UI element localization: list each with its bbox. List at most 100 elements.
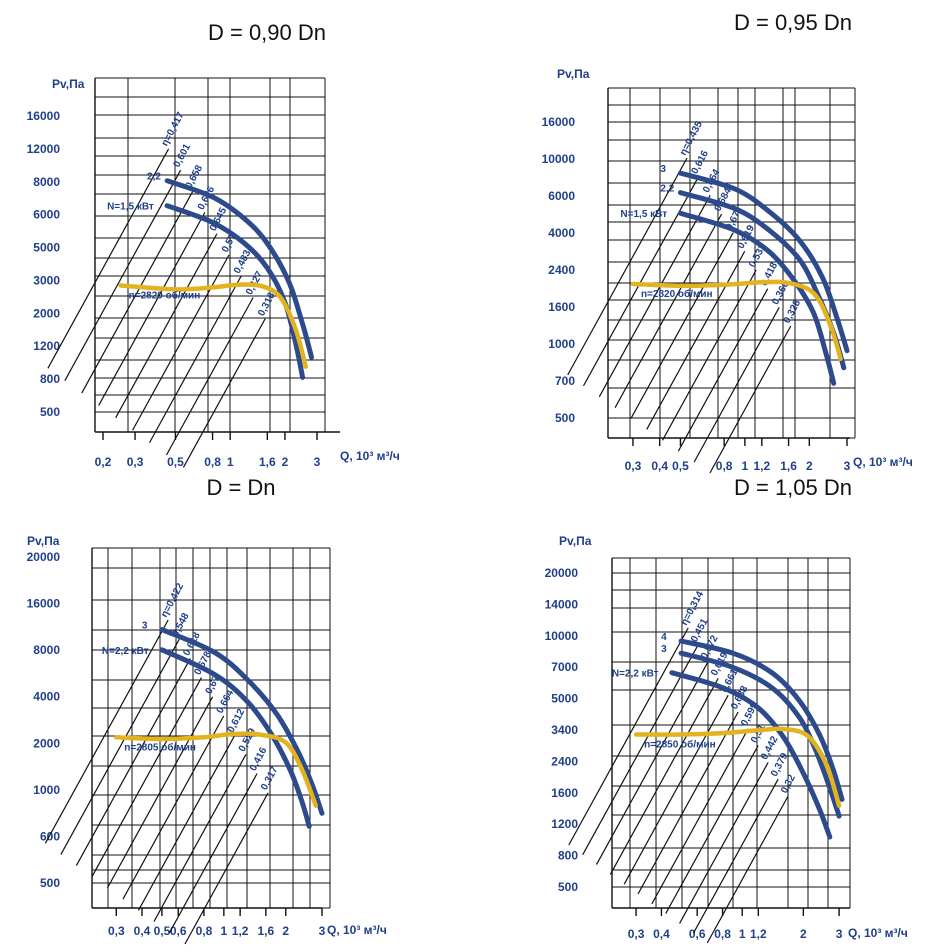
power-label: N=1,5 кВт — [620, 209, 667, 220]
y-tick-label: 16000 — [27, 109, 61, 123]
x-tick-label: 2 — [282, 455, 289, 469]
x-axis-label: Q, 10³ м³/ч — [853, 455, 913, 469]
efficiency-line — [182, 318, 266, 468]
x-tick-label: 0,4 — [134, 924, 151, 938]
x-axis-label: Q, 10³ м³/ч — [848, 926, 908, 940]
efficiency-line — [64, 169, 182, 381]
chart-panel-3: D = Dn 20000 16000 8000 4000 2000 1000 600 500 0,… — [27, 475, 387, 945]
power-curve — [669, 670, 833, 840]
y-tick-label: 4000 — [33, 690, 60, 704]
chart-panel-4: D = 1,05 Dn20000140001000070005000340024… — [545, 475, 908, 944]
y-tick-label: 6000 — [548, 189, 575, 203]
power-curve — [159, 647, 312, 829]
y-tick-label: 2400 — [551, 754, 578, 768]
x-tick-label: 0,3 — [628, 927, 645, 941]
efficiency-line — [637, 711, 739, 895]
x-axis-label: Q, 10³ м³/ч — [340, 449, 400, 463]
chart-title: D = 1,05 Dn — [734, 475, 852, 500]
efficiency-label: 0,529 — [237, 726, 259, 754]
efficiency-line — [595, 661, 709, 865]
y-tick-label: 14000 — [545, 597, 579, 611]
chart-panel-2: D = 0,95 Dn 16000 10000 6000 4000 2400 1600 100… — [542, 10, 913, 474]
x-tick-label: 1 — [227, 455, 234, 469]
x-tick-label: 0,6 — [170, 924, 187, 938]
power-label: 3 — [142, 621, 148, 632]
y-tick-label: 800 — [40, 372, 60, 386]
x-tick-label: 0,4 — [651, 459, 668, 473]
y-tick-label: 2400 — [548, 263, 575, 277]
y-tick-label: 600 — [40, 829, 60, 843]
y-tick-label: 3400 — [551, 723, 578, 737]
efficiency-line — [60, 638, 180, 855]
x-tick-label: 1,2 — [750, 927, 767, 941]
efficiency-line — [567, 157, 688, 376]
speed-curve — [630, 279, 843, 362]
x-tick-label: 2 — [806, 459, 813, 473]
chart-title: D = 0,90 Dn — [208, 20, 326, 45]
x-tick-label: 1,6 — [257, 924, 274, 938]
y-tick-label: 16000 — [542, 115, 576, 129]
speed-curve — [114, 731, 319, 808]
y-tick-label: 2000 — [33, 736, 60, 750]
y-tick-label: 12000 — [27, 142, 61, 156]
y-tick-label: 8000 — [33, 175, 60, 189]
y-tick-label: 8000 — [33, 643, 60, 657]
power-label: N=2,2 кВт — [612, 669, 659, 680]
y-tick-label: 700 — [555, 374, 575, 388]
x-tick-label: 1,6 — [780, 459, 797, 473]
y-tick-label: 10000 — [542, 152, 576, 166]
y-tick-label: 500 — [555, 411, 575, 425]
efficiency-line — [47, 148, 170, 369]
efficiency-line — [91, 677, 203, 878]
efficiency-line — [106, 696, 214, 889]
chart-panel-1: D = 0,90 Dn 16000 12000 8000 6000 5000 3000 200… — [27, 20, 400, 469]
x-tick-label: 1,6 — [259, 455, 276, 469]
y-tick-label: 1200 — [551, 817, 578, 831]
speed-label: n=2805 об/мин — [124, 741, 196, 753]
efficiency-line — [568, 627, 689, 846]
y-tick-label: 20000 — [27, 550, 61, 564]
efficiency-line — [661, 269, 757, 441]
y-tick-label: 16000 — [27, 597, 61, 611]
power-curve — [677, 210, 837, 386]
y-tick-label: 2000 — [33, 306, 60, 320]
power-curve — [677, 170, 850, 354]
power-label: 3 — [660, 164, 666, 175]
y-tick-label: 1000 — [33, 783, 60, 797]
efficiency-line — [122, 715, 225, 900]
efficiency-line — [115, 233, 218, 419]
efficiency-line — [646, 251, 746, 430]
y-tick-label: 4000 — [548, 226, 575, 240]
y-tick-label: 3000 — [33, 273, 60, 287]
x-tick-label: 1 — [221, 924, 228, 938]
power-label: N=2,2 кВт — [102, 646, 149, 657]
y-tick-label: 1600 — [548, 300, 575, 314]
efficiency-line — [651, 728, 749, 905]
y-tick-label: 500 — [40, 405, 60, 419]
y-tick-label: 5000 — [551, 692, 578, 706]
power-curve — [164, 178, 314, 360]
efficiency-label: 0,416 — [248, 745, 270, 773]
efficiency-line — [582, 176, 700, 387]
efficiency-line — [609, 678, 719, 875]
y-tick-label: 10000 — [545, 629, 579, 643]
x-tick-label: 1,2 — [753, 459, 770, 473]
y-axis-label: Pv,Па — [557, 67, 590, 81]
efficiency-line — [665, 745, 759, 914]
x-tick-label: 3 — [314, 455, 321, 469]
x-tick-label: 0,5 — [167, 455, 184, 469]
power-curve — [159, 627, 325, 816]
x-tick-label: 0,3 — [108, 924, 125, 938]
efficiency-label: 0,32 — [779, 773, 798, 796]
power-label: 4 — [661, 632, 667, 643]
efficiency-line — [75, 658, 191, 866]
x-tick-label: 0,4 — [653, 927, 670, 941]
y-tick-label: 1000 — [548, 337, 575, 351]
efficiency-line — [706, 795, 789, 944]
x-tick-label: 2 — [800, 927, 807, 941]
x-tick-label: 0,2 — [95, 455, 112, 469]
efficiency-line — [677, 288, 769, 452]
speed-curve — [633, 726, 842, 808]
x-tick-label: 0,8 — [714, 927, 731, 941]
